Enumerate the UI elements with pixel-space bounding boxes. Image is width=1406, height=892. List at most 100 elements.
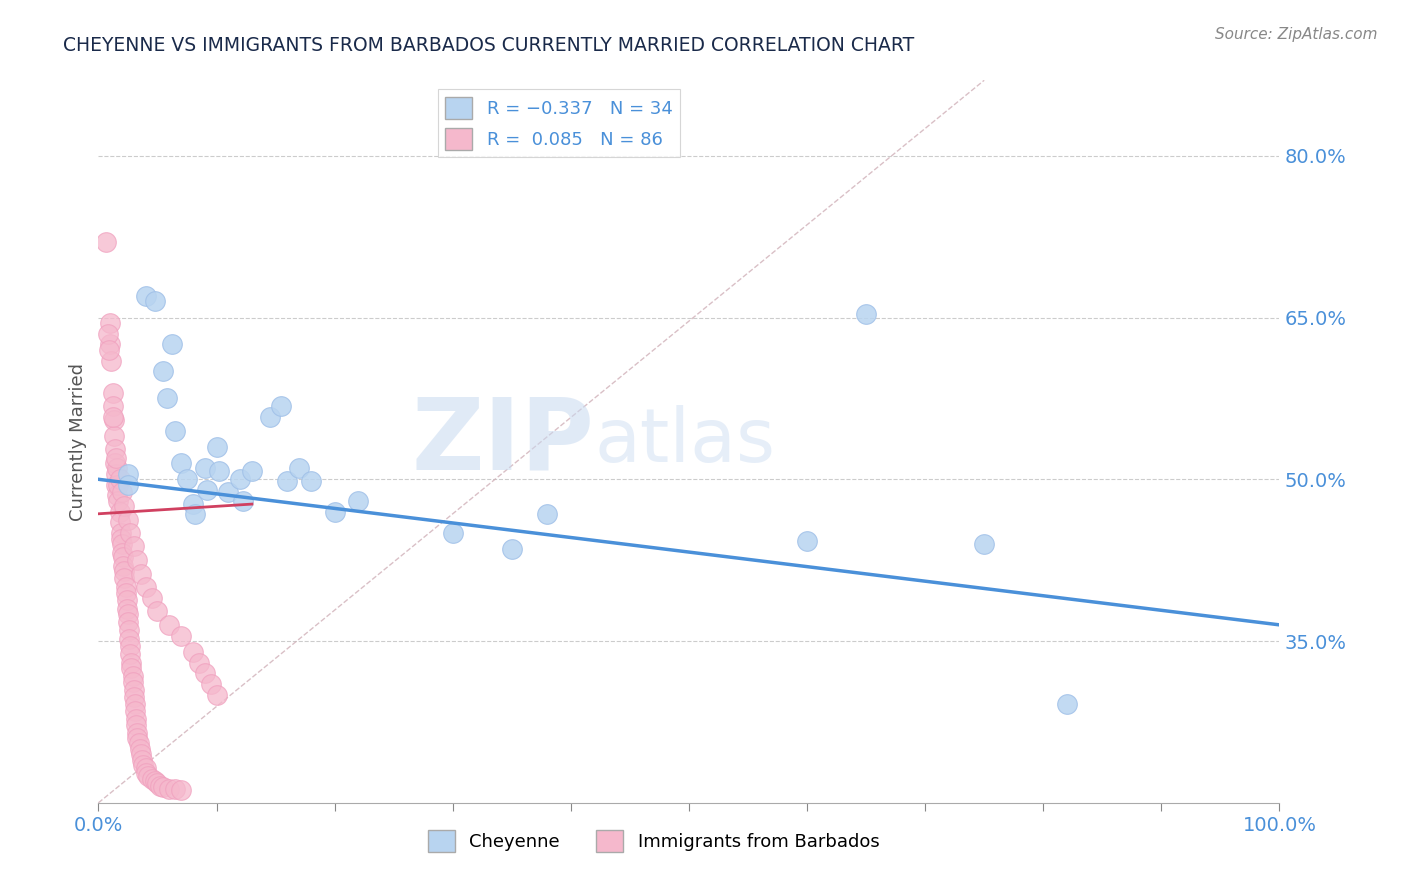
Legend: Cheyenne, Immigrants from Barbados: Cheyenne, Immigrants from Barbados — [420, 822, 887, 859]
Text: CHEYENNE VS IMMIGRANTS FROM BARBADOS CURRENTLY MARRIED CORRELATION CHART: CHEYENNE VS IMMIGRANTS FROM BARBADOS CUR… — [63, 36, 914, 54]
Point — [240, 464, 263, 478]
Point — [135, 580, 157, 594]
Point — [131, 753, 153, 767]
Point — [112, 549, 135, 564]
Point — [105, 488, 128, 502]
Point — [120, 640, 142, 654]
Point — [165, 424, 187, 438]
Point — [152, 780, 174, 794]
Point — [97, 326, 120, 341]
Point — [117, 477, 139, 491]
Point — [132, 758, 155, 772]
Text: Source: ZipAtlas.com: Source: ZipAtlas.com — [1215, 27, 1378, 42]
Point — [259, 409, 281, 424]
Point — [288, 461, 311, 475]
Point — [121, 656, 143, 670]
Point — [441, 526, 464, 541]
Point — [143, 294, 166, 309]
Point — [112, 572, 135, 586]
Point — [118, 632, 141, 646]
Point — [208, 464, 231, 478]
Point — [100, 353, 122, 368]
Point — [107, 477, 129, 491]
Point — [101, 386, 124, 401]
Point — [101, 409, 124, 424]
Point — [108, 472, 131, 486]
Point — [127, 725, 149, 739]
Point — [103, 429, 125, 443]
Point — [98, 316, 121, 330]
Point — [217, 485, 239, 500]
Point — [205, 440, 228, 454]
Point — [127, 731, 149, 745]
Point — [122, 539, 145, 553]
Point — [501, 542, 523, 557]
Point — [117, 513, 139, 527]
Point — [170, 782, 193, 797]
Point — [143, 774, 166, 789]
Point — [194, 666, 217, 681]
Point — [229, 472, 252, 486]
Point — [299, 475, 322, 489]
Point — [796, 533, 818, 548]
Point — [128, 742, 150, 756]
Point — [104, 442, 127, 456]
Point — [855, 307, 877, 321]
Point — [117, 615, 139, 629]
Point — [112, 558, 135, 573]
Point — [117, 467, 139, 481]
Point — [136, 769, 159, 783]
Point — [124, 704, 146, 718]
Point — [107, 493, 129, 508]
Point — [231, 493, 253, 508]
Point — [122, 682, 145, 697]
Point — [1056, 697, 1078, 711]
Point — [114, 585, 136, 599]
Point — [181, 497, 204, 511]
Point — [110, 532, 132, 546]
Point — [276, 475, 298, 489]
Point — [176, 472, 198, 486]
Point — [112, 564, 135, 578]
Point — [98, 337, 121, 351]
Point — [129, 567, 152, 582]
Text: atlas: atlas — [595, 405, 776, 478]
Point — [112, 500, 135, 514]
Point — [118, 624, 141, 638]
Point — [157, 618, 180, 632]
Point — [111, 537, 134, 551]
Point — [129, 747, 152, 762]
Point — [115, 601, 138, 615]
Point — [103, 413, 125, 427]
Point — [115, 593, 138, 607]
Point — [135, 761, 157, 775]
Point — [94, 235, 117, 249]
Point — [125, 718, 148, 732]
Point — [146, 776, 169, 790]
Point — [141, 772, 163, 786]
Point — [270, 399, 292, 413]
Point — [124, 697, 146, 711]
Point — [205, 688, 228, 702]
Point — [184, 507, 207, 521]
Point — [141, 591, 163, 605]
Point — [114, 580, 136, 594]
Point — [111, 485, 134, 500]
Point — [200, 677, 222, 691]
Point — [117, 607, 139, 621]
Point — [104, 456, 127, 470]
Point — [105, 467, 128, 481]
Point — [111, 546, 134, 560]
Point — [156, 392, 179, 406]
Point — [127, 553, 149, 567]
Point — [122, 690, 145, 705]
Point — [187, 656, 209, 670]
Point — [536, 507, 558, 521]
Point — [108, 516, 131, 530]
Point — [105, 461, 128, 475]
Point — [121, 661, 143, 675]
Point — [347, 493, 370, 508]
Point — [121, 675, 143, 690]
Point — [110, 526, 132, 541]
Text: ZIP: ZIP — [412, 393, 595, 490]
